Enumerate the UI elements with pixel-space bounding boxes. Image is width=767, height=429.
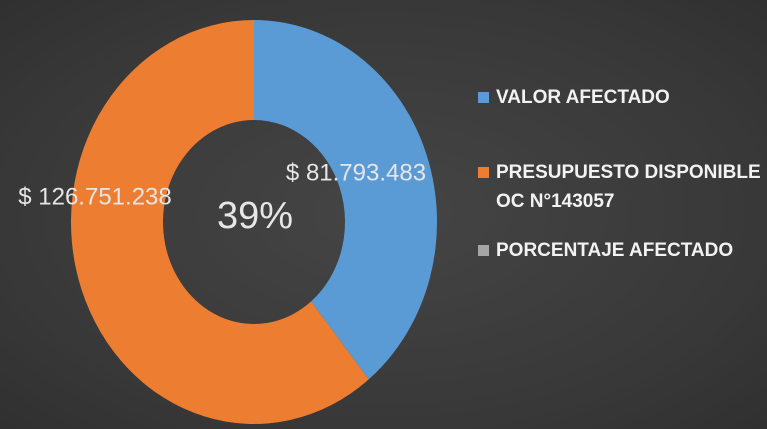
legend-label: PORCENTAJE AFECTADO bbox=[496, 240, 734, 261]
data-label: $ 126.751.238 bbox=[18, 183, 171, 210]
legend-item: VALOR AFECTADO bbox=[478, 83, 763, 112]
legend-swatch bbox=[478, 245, 489, 256]
data-label: $ 81.793.483 bbox=[286, 159, 426, 186]
legend-label: PRESUPUESTO DISPONIBLE OC N°143057 bbox=[496, 162, 761, 212]
legend-item: PORCENTAJE AFECTADO bbox=[478, 236, 763, 265]
data-label: 39% bbox=[217, 195, 293, 237]
legend-swatch bbox=[478, 92, 489, 103]
donut-slice bbox=[254, 20, 437, 380]
legend-item: PRESUPUESTO DISPONIBLE OC N°143057 bbox=[478, 158, 763, 216]
donut-slice bbox=[71, 20, 369, 424]
legend-swatch bbox=[478, 167, 489, 178]
legend-label: VALOR AFECTADO bbox=[496, 87, 670, 108]
